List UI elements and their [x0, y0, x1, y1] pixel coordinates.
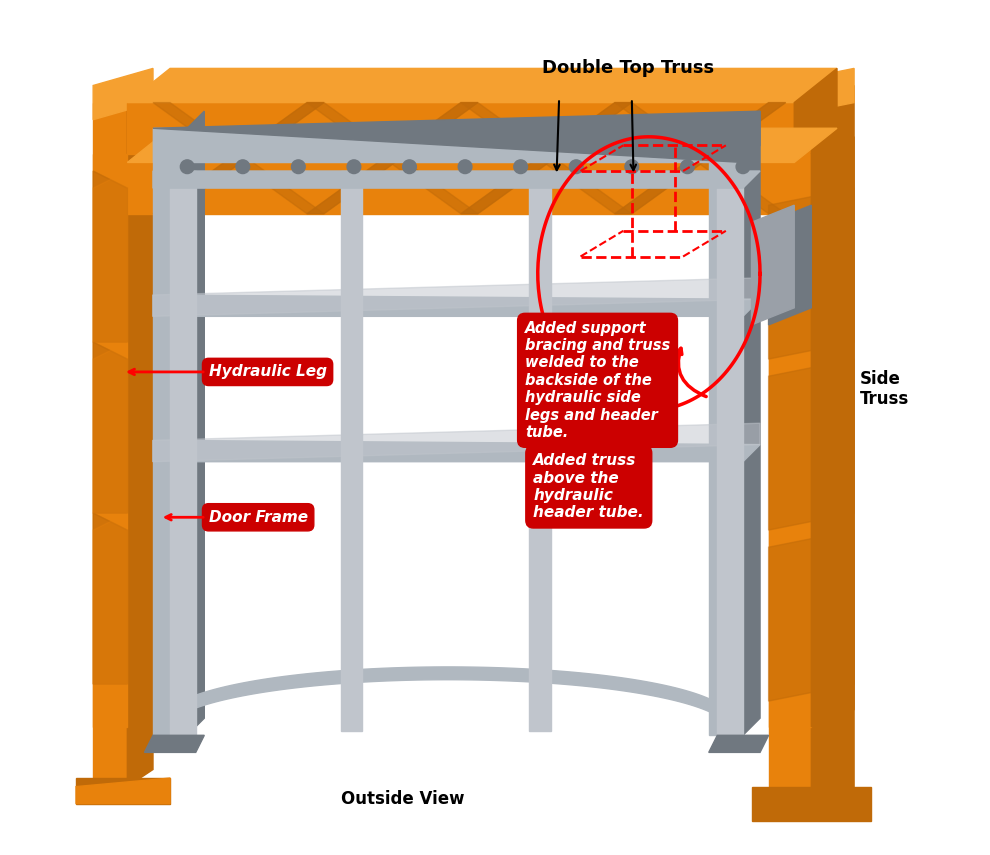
Circle shape: [625, 160, 639, 174]
Polygon shape: [93, 103, 128, 787]
Polygon shape: [153, 278, 760, 316]
Polygon shape: [768, 205, 812, 325]
Polygon shape: [145, 735, 204, 752]
Circle shape: [347, 160, 360, 174]
Polygon shape: [128, 68, 837, 103]
Polygon shape: [709, 128, 742, 735]
Polygon shape: [812, 137, 854, 727]
Polygon shape: [153, 171, 760, 188]
Circle shape: [180, 160, 194, 174]
Polygon shape: [187, 111, 204, 735]
Circle shape: [680, 160, 694, 174]
Polygon shape: [718, 171, 742, 735]
Circle shape: [514, 160, 528, 174]
Polygon shape: [93, 171, 128, 342]
Polygon shape: [742, 111, 760, 735]
Polygon shape: [153, 103, 324, 214]
Circle shape: [236, 160, 249, 174]
Circle shape: [569, 160, 583, 174]
Polygon shape: [460, 103, 632, 214]
Polygon shape: [153, 128, 187, 735]
Polygon shape: [153, 111, 760, 162]
Polygon shape: [709, 735, 768, 752]
Polygon shape: [76, 778, 170, 804]
Circle shape: [458, 160, 472, 174]
Circle shape: [737, 160, 749, 174]
Polygon shape: [751, 787, 871, 821]
Polygon shape: [93, 68, 153, 120]
Polygon shape: [307, 103, 478, 214]
Polygon shape: [153, 423, 760, 462]
Polygon shape: [153, 103, 324, 214]
Text: Double Top Truss: Double Top Truss: [543, 59, 714, 77]
Polygon shape: [93, 342, 128, 513]
Polygon shape: [128, 162, 794, 214]
Polygon shape: [768, 188, 854, 359]
Polygon shape: [93, 513, 128, 684]
Polygon shape: [93, 513, 128, 684]
Polygon shape: [153, 440, 760, 462]
Polygon shape: [153, 128, 742, 162]
Polygon shape: [93, 171, 128, 342]
Polygon shape: [93, 342, 128, 513]
Text: Side
Truss: Side Truss: [860, 369, 910, 409]
Polygon shape: [768, 103, 812, 804]
Polygon shape: [768, 154, 812, 727]
Polygon shape: [128, 128, 837, 162]
Circle shape: [403, 160, 417, 174]
Polygon shape: [768, 530, 854, 701]
Text: Outside View: Outside View: [342, 790, 464, 809]
Polygon shape: [615, 103, 786, 214]
Polygon shape: [615, 103, 786, 214]
Polygon shape: [76, 778, 170, 804]
Polygon shape: [342, 171, 362, 731]
Polygon shape: [794, 68, 837, 154]
Text: Added support
bracing and truss
welded to the
backside of the
hydraulic side
leg: Added support bracing and truss welded t…: [525, 321, 670, 440]
Polygon shape: [812, 86, 854, 804]
Text: Door Frame: Door Frame: [209, 510, 308, 525]
Polygon shape: [128, 86, 153, 787]
Polygon shape: [93, 154, 128, 727]
Text: Added truss
above the
hydraulic
header tube.: Added truss above the hydraulic header t…: [534, 453, 644, 521]
Polygon shape: [165, 667, 731, 731]
Polygon shape: [170, 171, 196, 735]
Polygon shape: [153, 295, 760, 316]
Text: Hydraulic Leg: Hydraulic Leg: [209, 364, 327, 380]
Polygon shape: [128, 103, 794, 154]
Polygon shape: [768, 359, 854, 530]
Polygon shape: [307, 103, 478, 214]
Polygon shape: [460, 103, 632, 214]
Polygon shape: [530, 171, 550, 731]
Polygon shape: [751, 205, 794, 325]
Circle shape: [291, 160, 305, 174]
Polygon shape: [768, 68, 854, 120]
